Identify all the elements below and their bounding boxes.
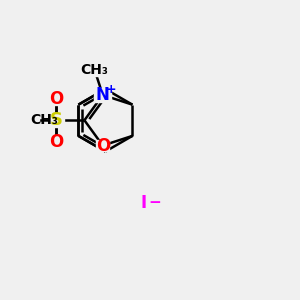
Text: −: − — [148, 194, 161, 209]
Text: O: O — [49, 90, 63, 108]
Text: O: O — [96, 136, 110, 154]
Text: CH₃: CH₃ — [30, 113, 58, 127]
Text: CH₃: CH₃ — [81, 63, 108, 76]
Bar — [17, 114, 39, 127]
Text: N: N — [96, 86, 110, 104]
Text: I: I — [141, 194, 147, 212]
Bar — [49, 114, 64, 127]
Bar — [83, 63, 106, 76]
Text: S: S — [50, 111, 63, 129]
Bar — [50, 93, 63, 105]
Bar — [50, 136, 63, 148]
Text: +: + — [105, 83, 116, 97]
Text: O: O — [49, 133, 63, 151]
Bar — [96, 140, 109, 152]
Bar — [94, 88, 111, 102]
